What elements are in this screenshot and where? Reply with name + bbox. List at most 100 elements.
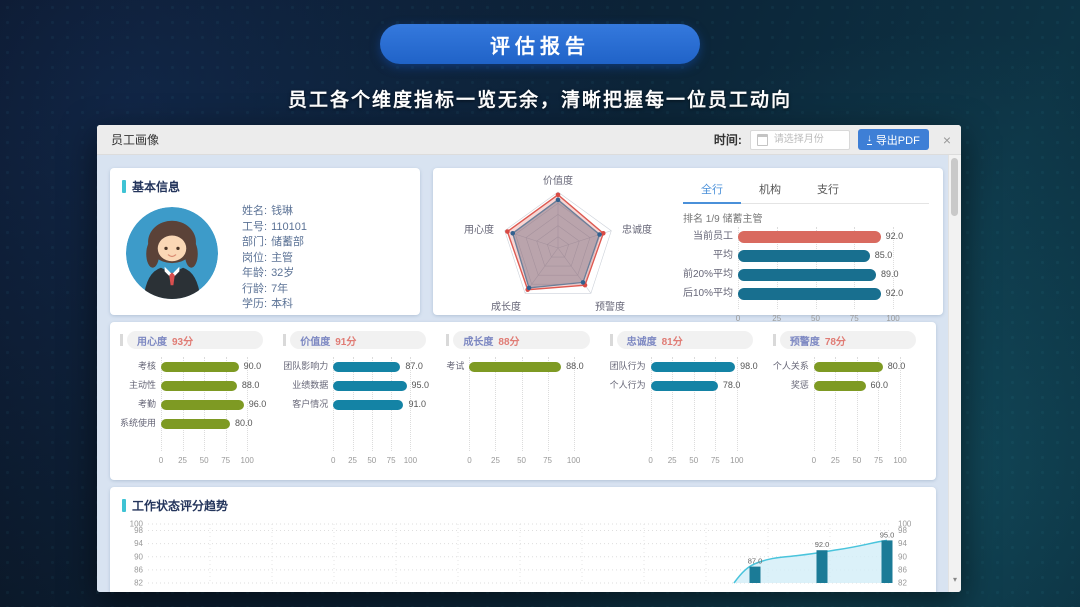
x-axis-tick: 75 xyxy=(221,456,231,465)
gridline xyxy=(715,357,717,451)
svg-text:98: 98 xyxy=(898,526,907,535)
gridline xyxy=(247,357,249,451)
bar-category-label: 考核 xyxy=(138,361,157,371)
gridline xyxy=(736,357,738,451)
x-axis-tick: 75 xyxy=(386,456,396,465)
scope-tabs: 全行 机构 支行 xyxy=(683,178,929,204)
tab-机构[interactable]: 机构 xyxy=(759,184,781,196)
bar-category-label: 业绩数据 xyxy=(292,380,329,390)
calendar-icon xyxy=(756,133,768,146)
dimension-name: 成长度 xyxy=(463,336,494,348)
bar-value-label: 89.0 xyxy=(880,269,899,279)
svg-text:92.0: 92.0 xyxy=(815,540,830,549)
info-field-label: 部门: xyxy=(242,236,268,248)
dimension-accent-bar xyxy=(609,334,613,346)
modal-header: 员工画像 时间: ↓ 导出PDF × xyxy=(97,125,961,155)
comparison-bar-chart: 当前员工 平均 前20%平均 后10%平均 0 25 50 75 100 92.0 85.0 89.0… xyxy=(683,227,929,323)
bar xyxy=(161,399,244,410)
dimension-chart-用心度: 用心度 93分 考核 主动性 考勤 系统使用 0 25 50 75 100 90.0 88.0 96.0 8… xyxy=(120,329,273,473)
svg-text:95.0: 95.0 xyxy=(880,530,895,539)
bar-value-label: 96.0 xyxy=(248,399,267,409)
bar-plot: 0 25 50 75 100 80.0 60.0 xyxy=(811,357,926,465)
dimension-name: 预警度 xyxy=(789,336,820,348)
svg-text:87.0: 87.0 xyxy=(748,557,763,566)
x-axis-tick: 100 xyxy=(240,456,254,465)
dimension-chart-价值度: 价值度 91分 团队影响力 业绩数据 客户情况 0 25 50 75 100 87.0 95.0 91.… xyxy=(283,329,436,473)
dimension-score: 93分 xyxy=(172,336,194,348)
section-accent-bar xyxy=(122,499,126,512)
gridline xyxy=(856,357,858,451)
bar xyxy=(738,287,881,300)
modal-scrollbar[interactable]: ▾ xyxy=(948,155,961,592)
gridline xyxy=(573,357,575,451)
gridline xyxy=(521,357,523,451)
dimension-charts-card: 用心度 93分 考核 主动性 考勤 系统使用 0 25 50 75 100 90.0 88.0 96.0 8… xyxy=(110,322,936,480)
bar xyxy=(333,380,407,391)
bar-value-label: 87.0 xyxy=(405,361,423,371)
x-axis-tick: 0 xyxy=(811,456,817,465)
bar-category-label: 考勤 xyxy=(138,399,157,409)
gridline xyxy=(693,357,695,451)
export-pdf-button[interactable]: ↓ 导出PDF xyxy=(857,129,929,150)
gridline xyxy=(835,357,837,451)
svg-text:98: 98 xyxy=(134,526,143,535)
bar-plot: 0 25 50 75 100 92.0 85.0 89.0 92.0 xyxy=(735,227,929,323)
info-field: 行龄: 7年 xyxy=(242,282,307,298)
x-axis-tick: 50 xyxy=(689,456,699,465)
svg-text:100: 100 xyxy=(130,520,144,529)
bar xyxy=(813,380,866,391)
month-picker-input[interactable] xyxy=(771,133,843,146)
info-field-value: 110101 xyxy=(271,220,307,233)
x-axis-tick: 100 xyxy=(730,456,744,465)
svg-text:用心度: 用心度 xyxy=(464,223,494,236)
dimension-accent-bar xyxy=(772,334,776,346)
x-axis-tick: 0 xyxy=(330,456,336,465)
bar-category-labels: 考试 xyxy=(446,357,469,465)
month-picker[interactable] xyxy=(749,129,850,150)
x-axis-tick: 75 xyxy=(849,314,859,323)
radar-chart: 价值度 忠诚度 预警度 成长度 用心度 xyxy=(433,168,683,315)
svg-text:82: 82 xyxy=(134,579,143,588)
basic-info-title: 基本信息 xyxy=(132,180,181,194)
tab-支行[interactable]: 支行 xyxy=(817,184,839,196)
employee-portrait-modal: 员工画像 时间: ↓ 导出PDF × 基本信息 xyxy=(97,125,961,592)
scrollbar-thumb[interactable] xyxy=(951,158,958,216)
info-field-label: 岗位: xyxy=(242,251,268,264)
bar xyxy=(738,268,876,281)
x-axis-tick: 75 xyxy=(874,456,883,465)
trend-card: 工作状态评分趋势 100 100 98 98 94 94 90 90 86 86 82 82 87.0 9… xyxy=(110,487,936,592)
x-axis-tick: 50 xyxy=(367,456,377,465)
x-axis-tick: 50 xyxy=(517,456,526,465)
x-axis-tick: 0 xyxy=(735,314,741,323)
scroll-down-icon[interactable]: ▾ xyxy=(952,575,957,584)
bar-category-label: 个人关系 xyxy=(772,361,809,371)
svg-text:90: 90 xyxy=(134,552,143,561)
x-axis-tick: 25 xyxy=(178,456,188,465)
bar xyxy=(333,361,401,372)
x-axis-tick: 100 xyxy=(886,314,900,323)
tab-全行[interactable]: 全行 xyxy=(683,178,741,204)
bar-category-labels: 个人关系 奖惩 xyxy=(773,357,814,465)
x-axis-tick: 25 xyxy=(830,456,840,465)
gridline xyxy=(495,357,497,451)
x-axis-tick: 25 xyxy=(772,314,782,323)
bar xyxy=(161,418,230,429)
dimension-header-pill: 价值度 91分 xyxy=(290,331,427,349)
svg-text:94: 94 xyxy=(898,539,907,548)
x-axis-tick: 100 xyxy=(403,456,418,465)
report-title-button[interactable]: 评估报告 xyxy=(380,24,700,64)
bar xyxy=(333,399,404,410)
info-field-value: 本科 xyxy=(271,298,294,310)
bar-category-label: 前20%平均 xyxy=(683,269,734,280)
bar-value-label: 92.0 xyxy=(885,288,904,298)
x-axis-tick: 25 xyxy=(491,456,500,465)
bar-category-label: 个人行为 xyxy=(609,380,646,390)
download-icon: ↓ xyxy=(866,133,872,145)
modal-body: 基本信息 xyxy=(97,155,949,592)
gridline xyxy=(410,357,412,451)
info-field: 姓名: 钱琳 xyxy=(242,204,307,220)
dimension-score: 81分 xyxy=(661,336,683,348)
gridline xyxy=(672,357,674,451)
close-icon[interactable]: × xyxy=(942,131,951,148)
bar xyxy=(650,361,736,372)
